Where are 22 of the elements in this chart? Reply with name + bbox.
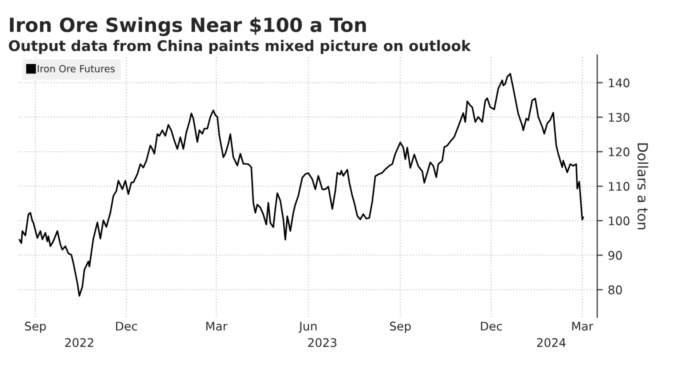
- x-tick-label: Sep: [25, 322, 46, 333]
- line-series: [18, 72, 584, 297]
- y-tick-label: 100: [608, 216, 630, 226]
- y-tick-label: 120: [608, 147, 630, 156]
- x-tick-label: Mar: [206, 322, 228, 331]
- x2-tick-label: 2022: [65, 338, 94, 348]
- y-tick-label: 90: [608, 250, 622, 260]
- x-tick-label: Dec: [116, 322, 138, 331]
- y-axis-title: Dollars a ton: [637, 143, 648, 230]
- x2-tick-label: 2024: [537, 338, 566, 348]
- x2-tick-label: 2023: [308, 338, 336, 348]
- y-tick-label: 110: [608, 182, 630, 191]
- x-tick-label: Dec: [481, 322, 502, 331]
- y-tick-label: 80: [608, 285, 622, 294]
- chart-title: Iron Ore Swings Near $100 a Ton: [10, 17, 366, 36]
- y-tick-label: 130: [608, 112, 630, 122]
- x-tick-label: Mar: [572, 322, 594, 331]
- x-tick-label: Jun: [298, 322, 317, 333]
- y-tick-label: 140: [608, 78, 630, 88]
- chart-subtitle: Output data from China paints mixed picture on outlook: [8, 40, 472, 54]
- x-tick-label: Sep: [390, 322, 411, 333]
- legend-label: Iron Ore Futures: [38, 64, 115, 72]
